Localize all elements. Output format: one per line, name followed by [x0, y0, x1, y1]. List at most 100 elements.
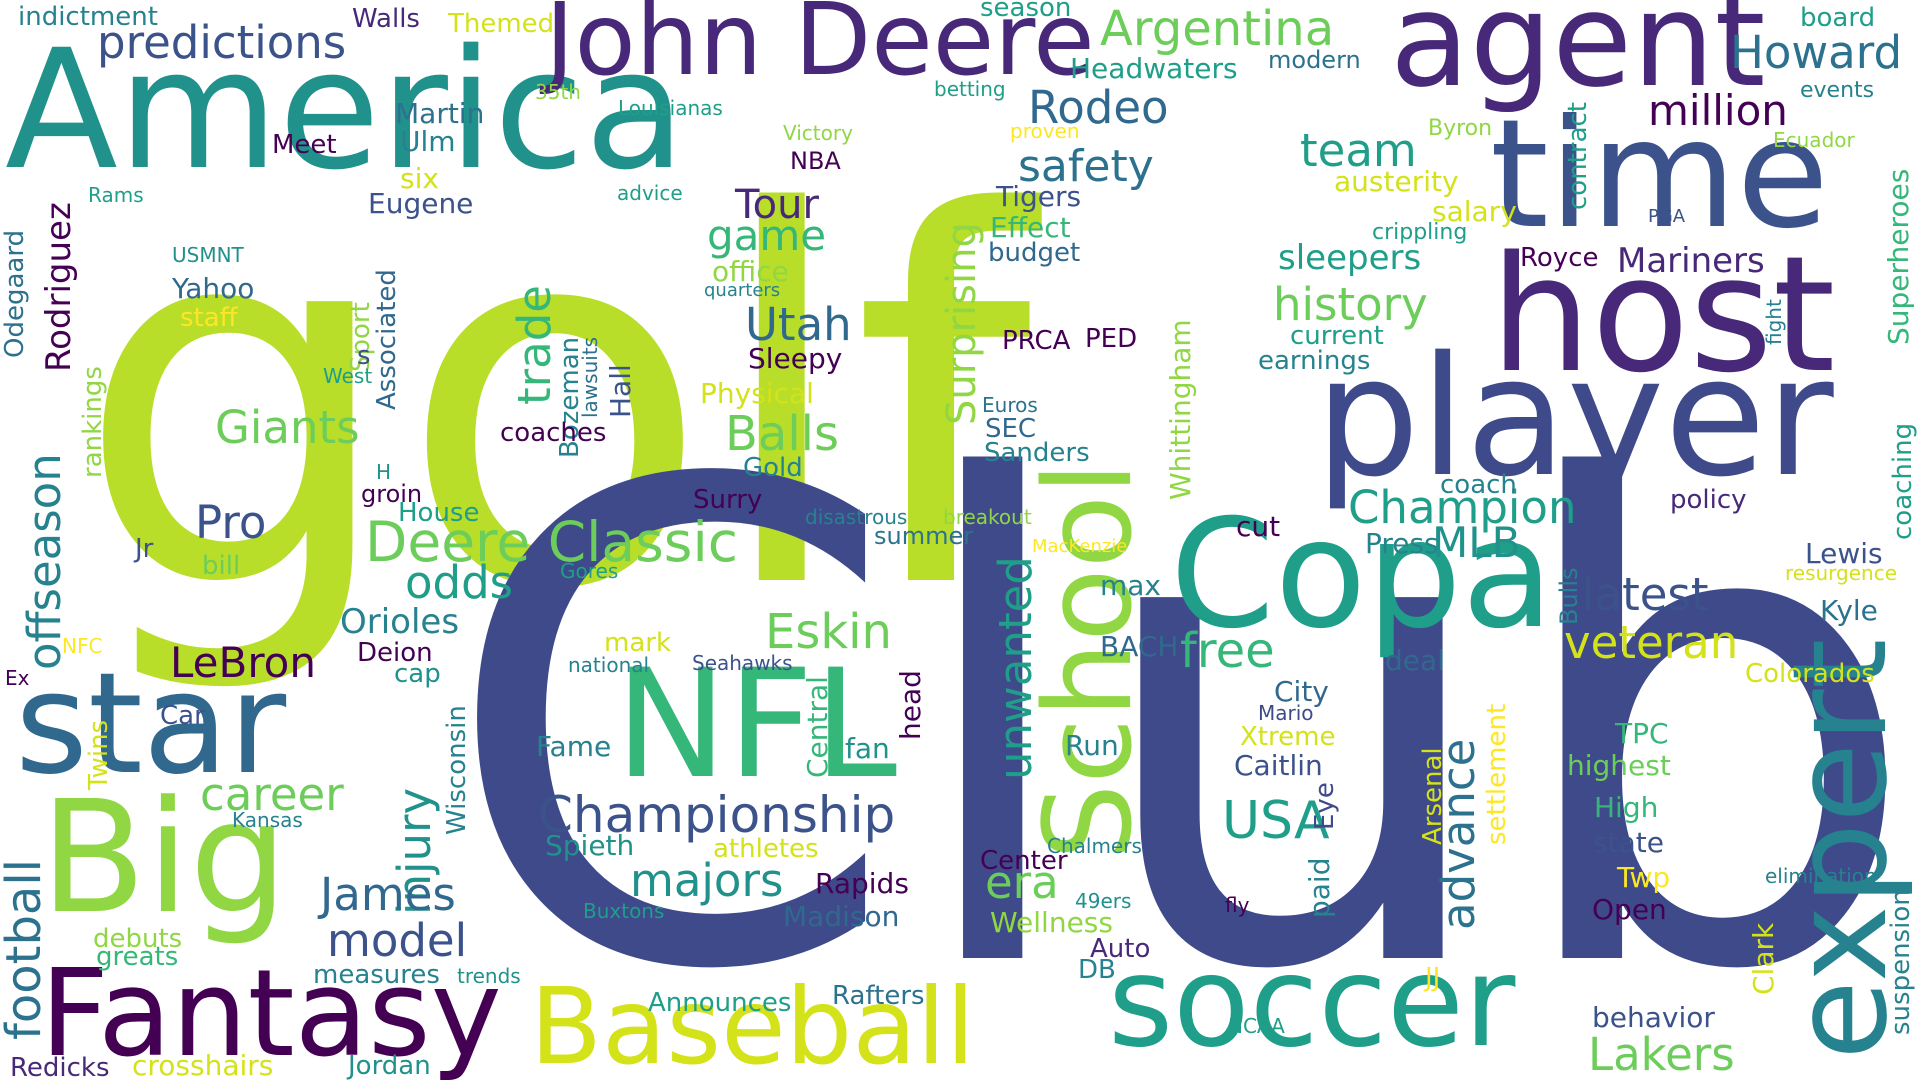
word-center: Center [980, 846, 1068, 876]
word-whittingham: Whittingham [1164, 319, 1197, 500]
word-odegaard: Odegaard [0, 229, 30, 358]
word-lewis: Lewis [1805, 537, 1883, 570]
word-fame: Fame [536, 730, 612, 763]
word-free: free [1180, 623, 1275, 679]
word-deere-classic: Deere Classic [365, 510, 738, 574]
word-million: million [1648, 86, 1788, 135]
word-arsenal: Arsenal [1418, 747, 1448, 845]
word-themed: Themed [448, 9, 555, 39]
word-49ers: 49ers [1075, 889, 1132, 913]
word-mariners: Mariners [1617, 241, 1765, 281]
word-usmnt: USMNT [172, 243, 244, 267]
word-debuts: debuts [93, 924, 183, 954]
word-office: office [712, 255, 789, 288]
word-auto: Auto [1090, 934, 1151, 964]
word-golf: golf [75, 108, 1032, 701]
word-sleepy: Sleepy [748, 342, 843, 375]
word-kyle: Kyle [1820, 594, 1878, 627]
word-announces: Announces [648, 988, 792, 1018]
word-paid: paid [1303, 857, 1336, 918]
word-physical: Physical [700, 377, 814, 410]
word-latest: latest [1582, 568, 1709, 621]
word-city: City [1274, 675, 1329, 708]
word-staff: staff [180, 303, 238, 333]
word-madison: Madison [783, 900, 900, 933]
word-summer: summer [874, 522, 974, 550]
word-contract: contract [1563, 102, 1593, 210]
word-ped: PED [1085, 324, 1138, 354]
word-jr: Jr [135, 534, 154, 564]
word-seahawks: Seahawks [692, 651, 793, 675]
word-gold: Gold [743, 453, 803, 483]
word-db: DB [1078, 955, 1116, 985]
word-host: host [1490, 221, 1836, 408]
word-jordan: Jordan [348, 1051, 431, 1080]
word-orioles: Orioles [340, 602, 460, 642]
word-game: game [707, 211, 827, 260]
word-behavior: behavior [1592, 1001, 1715, 1034]
word-associated: Associated [372, 269, 402, 410]
word-martin: Martin [395, 97, 485, 130]
word-meet: Meet [272, 130, 337, 160]
word-wisconsin: Wisconsin [442, 705, 472, 835]
word-indictment: indictment [18, 2, 158, 32]
word-john-deere: John Deere [545, 0, 1095, 98]
word-gores: Gores [560, 559, 619, 583]
word-35th: 35th [535, 80, 581, 104]
word-advice: advice [617, 181, 683, 205]
word-measures: measures [313, 960, 440, 990]
word-s: s [357, 341, 371, 371]
word-ecuador: Ecuador [1773, 128, 1855, 152]
word-run: Run [1065, 729, 1119, 762]
word-lakers: Lakers [1588, 1028, 1735, 1080]
word-central: Central [801, 676, 834, 778]
word-james: James [320, 868, 456, 921]
word-quarters: quarters [704, 280, 781, 301]
word-pga: PGA [1648, 206, 1686, 227]
word-odds: odds [405, 556, 514, 609]
word-events: events [1800, 78, 1875, 103]
word-byron: Byron [1428, 116, 1493, 141]
word-house: House [398, 498, 480, 528]
word-veteran: veteran [1564, 616, 1739, 669]
word-ulm: Ulm [400, 125, 456, 158]
word-tour: Tour [735, 182, 819, 228]
word-lebron: LeBron [170, 638, 316, 687]
word-nfc: NFC [62, 634, 103, 658]
word-coach: coach [1440, 470, 1517, 500]
word-soccer: soccer [1108, 930, 1516, 1075]
word-twins: Twins [84, 719, 114, 790]
word-greats: greats [96, 942, 179, 972]
word-superheroes: Superheroes [1882, 168, 1915, 345]
word-chalmers: Chalmers [1047, 834, 1142, 858]
word-coaches: coaches [500, 418, 607, 448]
word-majors: majors [630, 854, 784, 907]
word-louisianas: Louisianas [618, 96, 723, 120]
word-coaching: coaching [1888, 422, 1918, 540]
word-yahoo: Yahoo [172, 272, 255, 305]
word-eye: Eye [1310, 782, 1340, 830]
word-spieth: Spieth [545, 829, 635, 862]
word-effect: Effect [990, 211, 1071, 244]
word-twp: Twp [1617, 861, 1671, 894]
word-breakout: breakout [943, 505, 1032, 529]
word-model: model [327, 914, 468, 967]
word-board: board [1800, 3, 1876, 33]
word-mlb: MLB [1432, 518, 1521, 567]
word-high: High [1594, 791, 1659, 824]
word-ex: Ex [5, 666, 30, 690]
word-h: H [376, 460, 392, 484]
word-current: current [1290, 321, 1384, 351]
word-safety: safety [1018, 141, 1154, 192]
word-athletes: athletes [713, 834, 819, 864]
word-six: six [400, 162, 439, 195]
word-resurgence: resurgence [1785, 561, 1898, 585]
word-suspension: suspension [1886, 889, 1916, 1035]
word-argentina: Argentina [1100, 1, 1335, 57]
word-car: Car [160, 701, 205, 731]
word-crippling: crippling [1372, 220, 1468, 245]
word-fantasy: Fantasy [40, 945, 502, 1080]
word-sanders: Sanders [984, 438, 1090, 468]
word-star: star [15, 643, 287, 806]
word-head: head [894, 670, 927, 740]
